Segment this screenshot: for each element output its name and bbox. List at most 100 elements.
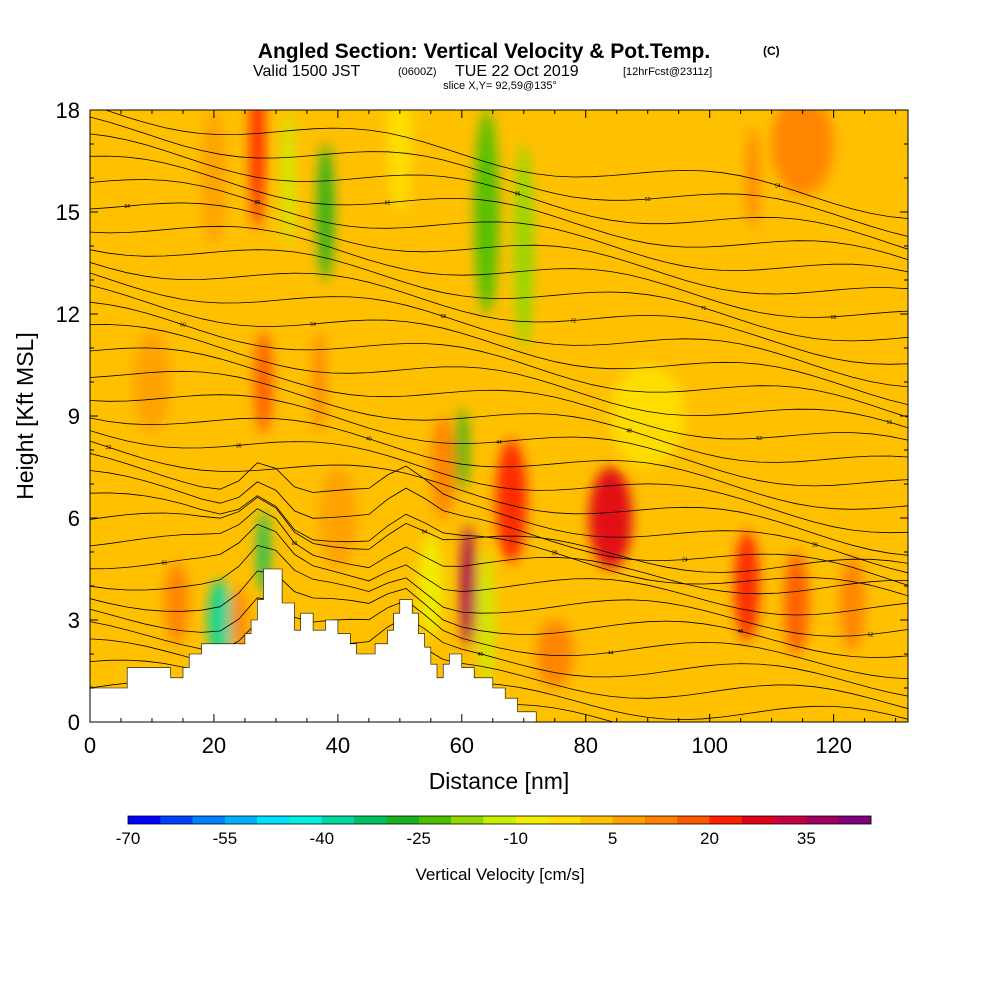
colorbar-swatch-17: [677, 816, 710, 824]
colorbar-swatch-20: [774, 816, 807, 824]
theta-contour-label-9: 64: [422, 529, 428, 535]
velocity-cell-10: [479, 552, 495, 688]
theta-contour-16: [90, 394, 908, 487]
theta-contour-15: [90, 417, 908, 510]
plot-area: 2832364044485256606420242832364044485256…: [90, 110, 908, 722]
velocity-cell-5: [513, 144, 534, 348]
colorbar-swatch-19: [741, 816, 775, 824]
velocity-cell-6: [455, 409, 469, 491]
colorbar-swatch-0: [128, 816, 161, 824]
theta-contour-12: [90, 453, 908, 574]
colorbar-ticks: -70 -55 -40 -25 -10 5 20 35: [116, 829, 816, 848]
theta-contour-13: [90, 440, 908, 556]
copyright-mark: (C): [763, 44, 780, 58]
colorbar-tick-label-1: -55: [213, 829, 238, 848]
velocity-cell-3: [282, 110, 295, 246]
theta-contour-label-20: 60: [180, 323, 186, 329]
velocity-cell-0: [249, 110, 265, 229]
y-axis-title: Height [Kft MSL]: [12, 332, 38, 499]
theta-contour-label-5: 48: [738, 629, 744, 635]
colorbar-swatch-18: [709, 816, 743, 824]
valid-time-line: Valid 1500 JST (0600Z) TUE 22 Oct 2019 […: [253, 63, 712, 80]
theta-contour-label-31: 54: [775, 183, 781, 189]
theta-contour-label-19: 56: [887, 420, 893, 426]
theta-contour-28: [90, 155, 908, 261]
theta-contour-label-29: 96: [515, 192, 521, 198]
valid-date: TUE 22 Oct 2019: [455, 63, 579, 80]
theta-contour-label-21: 64: [310, 322, 316, 328]
velocity-cell-2: [317, 144, 334, 280]
theta-contour-29: [90, 133, 908, 250]
y-tick-label-3: 3: [68, 608, 80, 633]
theta-contour-label-23: 72: [571, 319, 577, 325]
theta-contour-label-10: 20: [552, 551, 558, 557]
velocity-cell-4: [474, 110, 499, 314]
theta-contour-label-14: 36: [236, 443, 242, 449]
velocity-cell-7: [430, 416, 456, 518]
theta-contour-8: [90, 508, 908, 595]
y-tick-label-6: 6: [68, 506, 80, 531]
terrain: [90, 568, 908, 722]
theta-contour-19: [90, 324, 908, 429]
x-tick-label-0: 0: [84, 733, 96, 758]
colorbar-frame: [127, 815, 872, 825]
theta-contour-label-11: 24: [682, 558, 688, 564]
theta-contour-label-22: 68: [440, 314, 446, 320]
x-tick-label-100: 100: [691, 733, 728, 758]
velocity-cell-26: [536, 620, 574, 688]
colorbar-swatch-22: [838, 816, 872, 824]
colorbar-tick-label-3: -25: [406, 829, 431, 848]
theta-contour-label-27: 88: [255, 200, 261, 206]
theta-contour-27: [90, 179, 908, 273]
colorbar-swatch-21: [806, 816, 839, 824]
colorbar-swatch-16: [644, 816, 678, 824]
velocity-field: [133, 110, 865, 688]
y-tick-label-9: 9: [68, 404, 80, 429]
theta-contours: [90, 110, 908, 722]
x-tick-label-80: 80: [574, 733, 598, 758]
colorbar-swatch-3: [224, 816, 258, 824]
velocity-cell-11: [588, 467, 633, 569]
theta-contour-label-24: 76: [701, 306, 707, 312]
velocity-cell-21: [771, 110, 834, 195]
theta-contour-24: [90, 249, 908, 342]
theta-contour-10: [90, 492, 908, 597]
colorbar-swatch-4: [257, 816, 290, 824]
theta-contour-label-18: 52: [756, 436, 762, 442]
colorbar: [127, 815, 872, 825]
chart-title: Angled Section: Vertical Velocity & Pot.…: [258, 40, 710, 63]
colorbar-tick-label-2: -40: [310, 829, 335, 848]
colorbar-swatch-10: [451, 816, 484, 824]
colorbar-tick-label-4: -10: [503, 829, 528, 848]
velocity-cell-9: [460, 524, 476, 648]
colorbar-tick-label-5: 5: [608, 829, 617, 848]
theta-contour-26: [90, 202, 908, 295]
theta-contour-label-13: 32: [106, 445, 112, 451]
velocity-cell-19: [313, 331, 326, 433]
velocity-cell-1: [254, 331, 273, 433]
theta-contour-label-7: 56: [162, 561, 168, 567]
velocity-cell-14: [839, 555, 865, 651]
colorbar-swatch-1: [160, 816, 193, 824]
velocity-cell-12: [734, 531, 760, 641]
theta-contour-label-17: 48: [626, 428, 632, 434]
theta-contour-label-28: 92: [385, 201, 391, 207]
x-axis-title: Distance [nm]: [429, 768, 570, 794]
theta-contour-label-30: 50: [645, 197, 651, 203]
colorbar-swatch-12: [515, 816, 549, 824]
colorbar-title: Vertical Velocity [cm/s]: [415, 865, 584, 884]
y-tick-label-12: 12: [56, 302, 80, 327]
colorbar-swatch-14: [580, 816, 613, 824]
forecast-info: [12hrFcst@2311z]: [623, 66, 712, 78]
x-tick-label-20: 20: [202, 733, 226, 758]
colorbar-swatch-7: [354, 816, 387, 824]
velocity-cell-13: [784, 552, 809, 654]
theta-contour-23: [90, 262, 908, 365]
x-tick-label-120: 120: [815, 733, 852, 758]
theta-contour-label-26: 84: [124, 204, 130, 210]
theta-contour-25: [90, 225, 908, 318]
theta-contour-label-4: 44: [608, 650, 614, 656]
colorbar-swatch-11: [483, 816, 516, 824]
x-axis: 0 20 40 60 80 100 120: [84, 110, 897, 758]
